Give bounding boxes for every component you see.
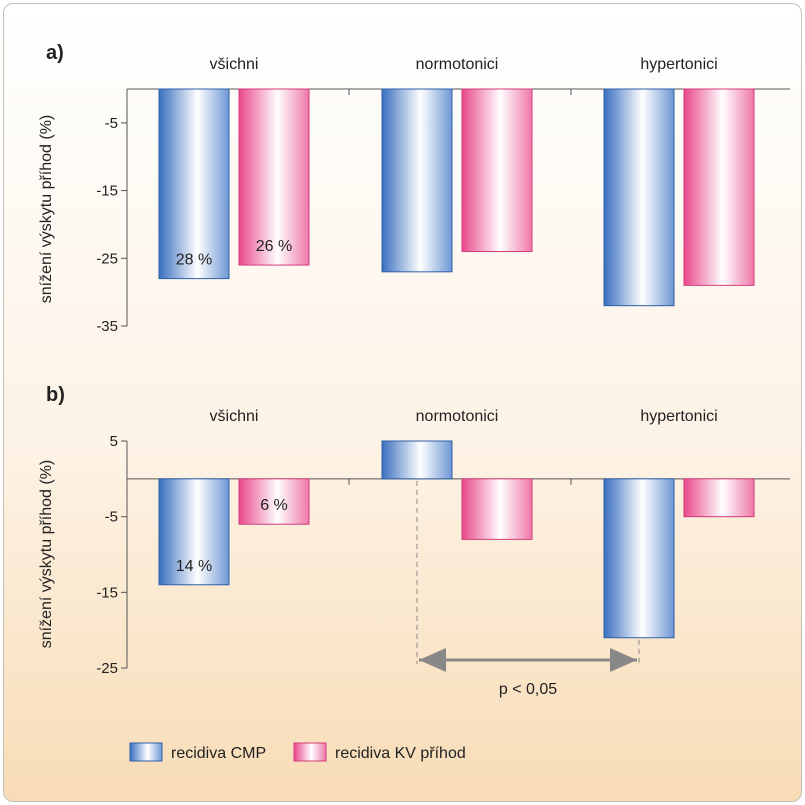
panel-label: a) xyxy=(46,42,64,64)
legend-swatch xyxy=(293,742,327,762)
y-tick-label: -25 xyxy=(96,250,118,267)
data-label: 14 % xyxy=(176,558,212,575)
significance-annotation: p < 0,05 xyxy=(416,480,640,698)
bar xyxy=(603,88,675,307)
chart-a: a) snížení výskytu příhod (%) -5 -15 -25 -35 v… xyxy=(38,42,790,335)
y-tick-label: 5 xyxy=(110,433,118,450)
category-label: normotonici xyxy=(416,56,499,73)
category-label: hypertonici xyxy=(640,56,717,73)
bar xyxy=(603,478,675,639)
legend: recidiva CMP recidiva KV příhod xyxy=(129,742,466,762)
legend-swatch xyxy=(129,742,163,762)
figure-panel: a) snížení výskytu příhod (%) -5 -15 -25 -35 v… xyxy=(3,3,802,802)
y-tick-label: -15 xyxy=(96,584,118,601)
category-label: normotonici xyxy=(416,408,499,425)
bar xyxy=(158,478,230,586)
bar xyxy=(461,88,533,253)
bar xyxy=(238,478,310,525)
bar xyxy=(461,478,533,540)
data-label: 26 % xyxy=(256,238,292,255)
y-tick-label: -15 xyxy=(96,183,118,200)
y-tick-label: -5 xyxy=(105,115,118,132)
y-tick-label: -25 xyxy=(96,660,118,677)
chart-svg: a) snížení výskytu příhod (%) -5 -15 -25 -35 v… xyxy=(38,42,790,762)
category-label: všichni xyxy=(210,56,259,73)
y-axis-title: snížení výskytu příhod (%) xyxy=(38,115,55,304)
data-label: 6 % xyxy=(260,497,288,514)
bar xyxy=(683,478,755,518)
panel-label: b) xyxy=(46,384,65,406)
data-label: 28 % xyxy=(176,252,212,269)
category-label: hypertonici xyxy=(640,408,717,425)
category-label: všichni xyxy=(210,408,259,425)
bar xyxy=(158,88,230,280)
significance-label: p < 0,05 xyxy=(499,681,557,698)
bar xyxy=(381,440,453,480)
chart-b: b) snížení výskytu příhod (%) 5 -5 -15 -25 vši… xyxy=(38,384,790,677)
bar xyxy=(381,88,453,273)
bar xyxy=(238,88,310,266)
y-axis-title: snížení výskytu příhod (%) xyxy=(38,460,55,649)
y-tick-label: -35 xyxy=(96,318,118,335)
y-tick-label: -5 xyxy=(105,509,118,526)
legend-label: recidiva CMP xyxy=(171,745,266,762)
legend-label: recidiva KV příhod xyxy=(335,745,466,762)
bar xyxy=(683,88,755,286)
